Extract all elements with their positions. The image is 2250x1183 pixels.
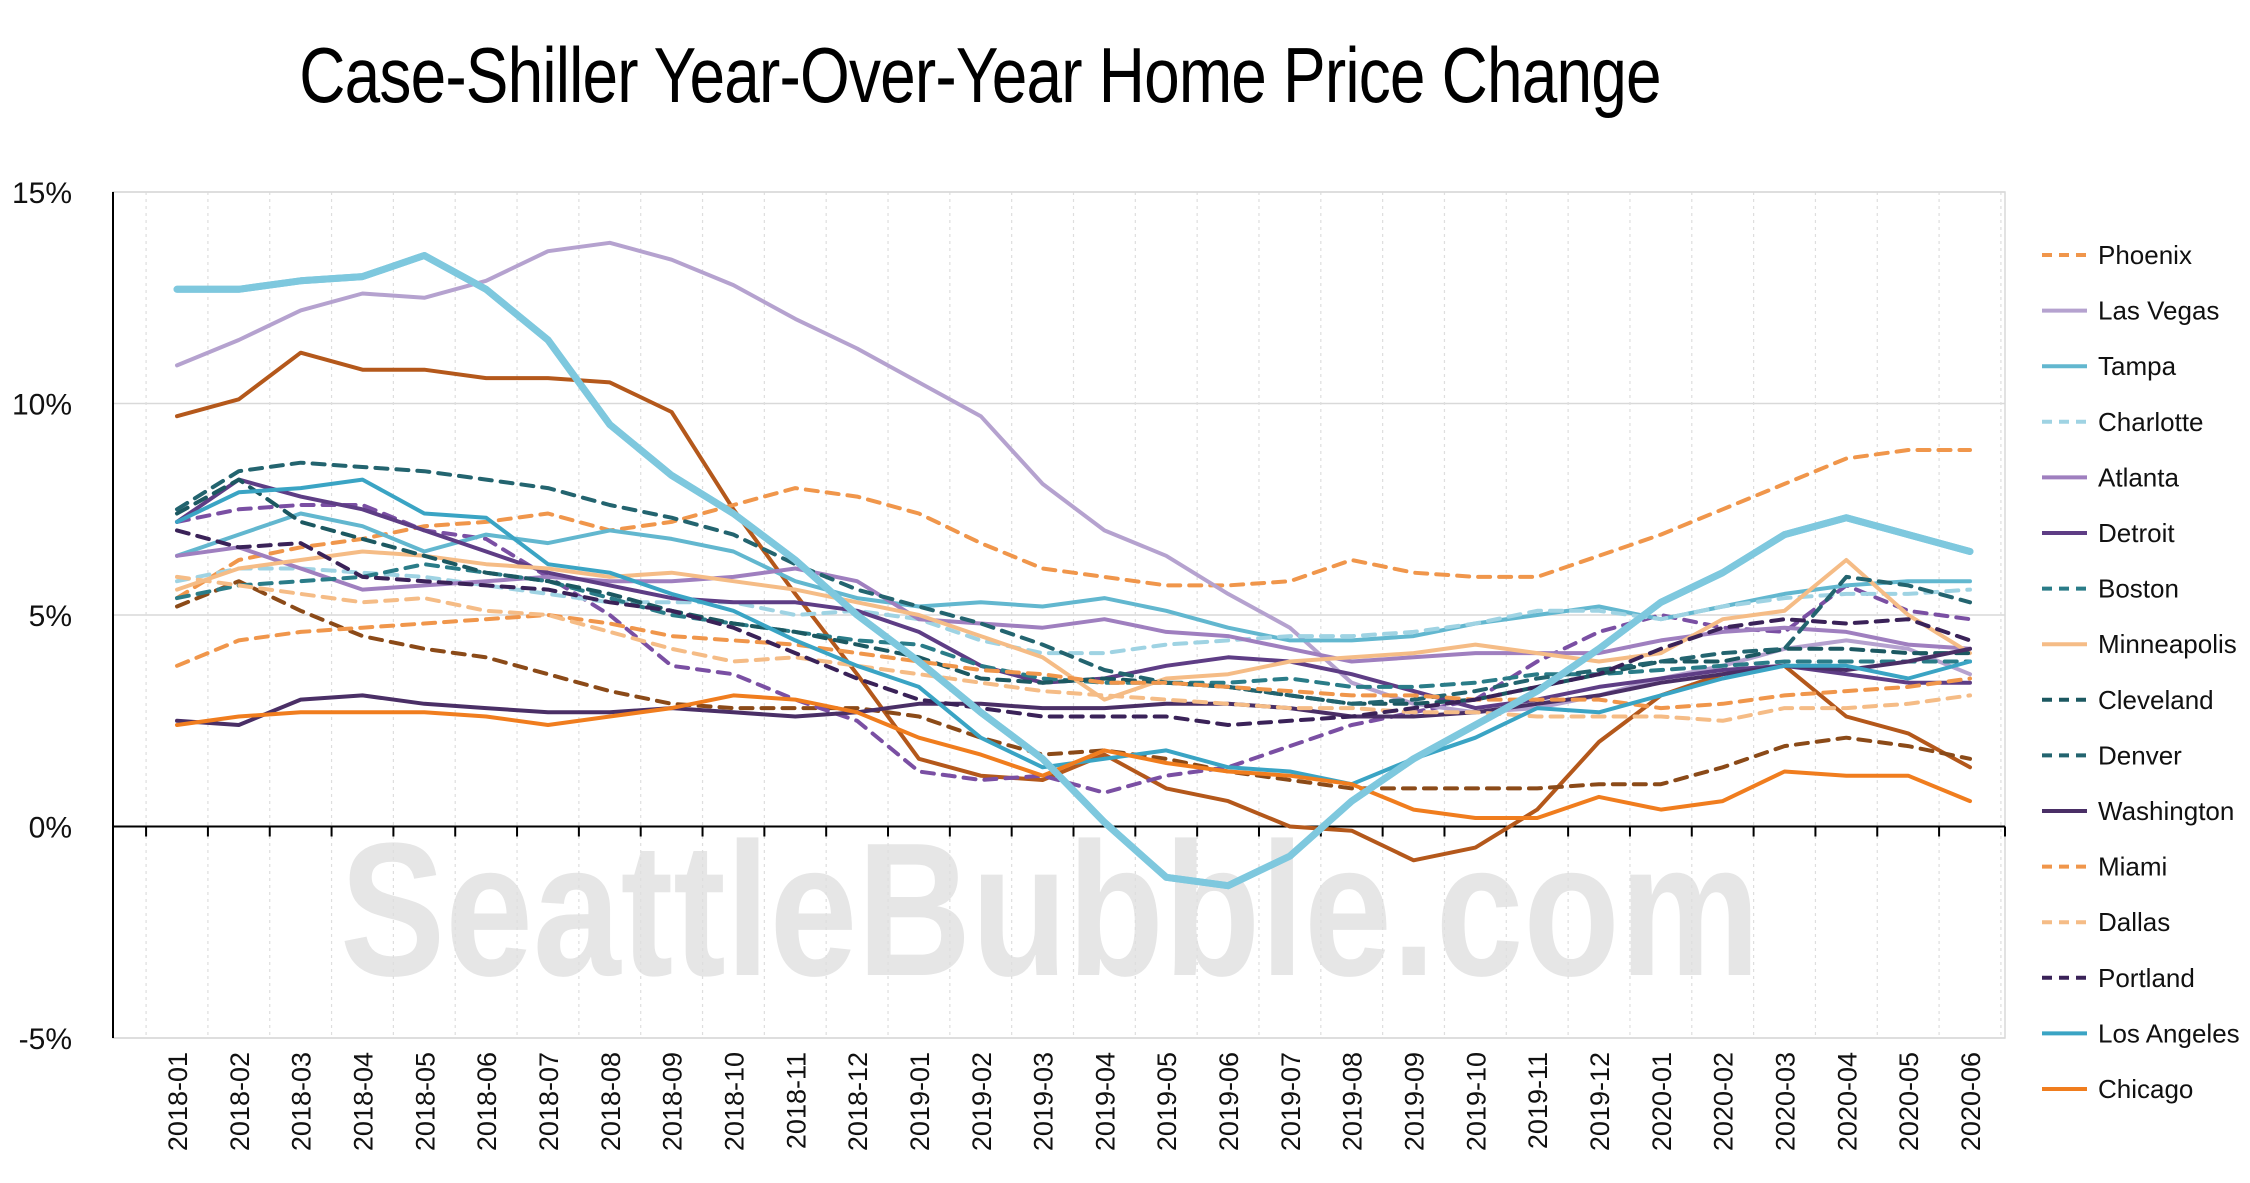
series-line-phoenix	[175, 448, 1972, 601]
series-line-chicago	[175, 693, 1972, 820]
series-line-denver	[175, 460, 1972, 706]
series-line-miami	[175, 613, 1972, 711]
x-tick-label: 2020-02	[1709, 1052, 1739, 1151]
legend-label: Chicago	[2098, 1074, 2193, 1104]
legend-label: Phoenix	[2098, 240, 2192, 270]
legend-label: Miami	[2098, 852, 2167, 882]
x-tick-label: 2019-08	[1338, 1052, 1368, 1151]
y-tick-label: 5%	[29, 600, 72, 633]
x-tick-label: 2018-07	[534, 1052, 564, 1151]
x-tick-label: 2020-06	[1956, 1052, 1986, 1151]
legend-label: Boston	[2098, 574, 2179, 604]
legend-label: Minneapolis	[2098, 629, 2237, 659]
series-line-charlotte	[175, 566, 1972, 656]
series-line-unlabeled-1-top	[173, 252, 1974, 890]
series-lines	[173, 240, 1974, 890]
x-tick-label: 2019-02	[967, 1052, 997, 1151]
y-tick-label: 0%	[29, 812, 72, 845]
x-tick-label: 2020-05	[1894, 1052, 1924, 1151]
grid	[112, 191, 2006, 1039]
x-tick-label: 2019-07	[1276, 1052, 1306, 1151]
y-tick-label: 15%	[12, 177, 72, 210]
legend-label: Charlotte	[2098, 407, 2204, 437]
series-line-atlanta	[175, 545, 1972, 664]
axes: 15% 10% 5% 0% -5% 2018-01 2018-02 2018-03 2018-0…	[12, 177, 2006, 1151]
x-tick-label: 2020-04	[1832, 1052, 1862, 1151]
x-tick-label: 2018-08	[596, 1052, 626, 1151]
legend-label: Las Vegas	[2098, 296, 2219, 326]
series-line-dallas	[175, 574, 1972, 723]
x-tick-label: 2019-04	[1090, 1052, 1120, 1151]
x-tick-label: 2018-05	[410, 1052, 440, 1151]
x-tick-label: 2018-02	[225, 1052, 255, 1151]
x-tick-label: 2018-03	[287, 1052, 317, 1151]
chart-title: Case-Shiller Year-Over-Year Home Price C…	[299, 31, 1661, 119]
legend: Phoenix Las Vegas Tampa Charlotte Atlanta Det…	[2042, 240, 2240, 1104]
series-line-portland	[175, 528, 1972, 727]
x-tick-label: 2018-11	[781, 1052, 811, 1149]
x-tick-label: 2018-01	[163, 1052, 193, 1151]
legend-label: Detroit	[2098, 518, 2175, 548]
legend-label: Dallas	[2098, 907, 2170, 937]
x-tick-label: 2019-10	[1461, 1052, 1491, 1151]
x-tick-label: 2018-06	[472, 1052, 502, 1151]
x-tick-label: 2018-09	[658, 1052, 688, 1151]
y-tick-label: -5%	[19, 1023, 72, 1056]
series-line-unlabeled-3	[175, 579, 1972, 791]
x-tick-label: 2018-12	[843, 1052, 873, 1151]
series-line-tampa	[175, 511, 1972, 643]
x-tick-label: 2020-03	[1771, 1052, 1801, 1151]
x-tick-label: 2019-09	[1400, 1052, 1430, 1151]
legend-label: Atlanta	[2098, 462, 2179, 492]
x-tick-label: 2019-11	[1523, 1052, 1553, 1149]
series-line-washington	[175, 646, 1972, 727]
watermark: SeattleBubble.com	[340, 804, 1760, 1016]
legend-label: Portland	[2098, 963, 2195, 993]
x-tick-label: 2019-12	[1585, 1052, 1615, 1151]
legend-label: Los Angeles	[2098, 1018, 2240, 1048]
legend-label: Cleveland	[2098, 685, 2214, 715]
legend-label: Denver	[2098, 740, 2182, 770]
x-tick-label: 2019-05	[1152, 1052, 1182, 1151]
y-tick-label: 10%	[12, 389, 72, 422]
x-tick-label: 2018-04	[348, 1052, 378, 1151]
x-tick-label: 2019-06	[1214, 1052, 1244, 1151]
legend-label: Tampa	[2098, 351, 2177, 381]
x-tick-label: 2019-03	[1029, 1052, 1059, 1151]
x-tick-label: 2018-10	[719, 1052, 749, 1151]
legend-label: Washington	[2098, 796, 2234, 826]
x-tick-label: 2019-01	[905, 1052, 935, 1151]
x-tick-label: 2020-01	[1647, 1052, 1677, 1151]
